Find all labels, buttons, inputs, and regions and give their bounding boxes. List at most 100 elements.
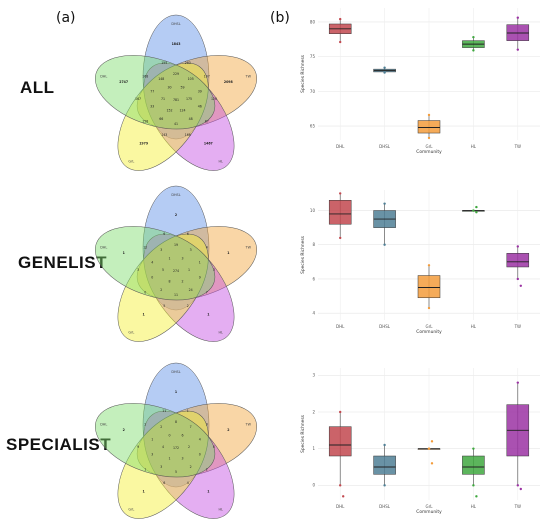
boxplot-specialist: 0 1 2 3 DHL DHSL GrL HL TW Community Species Richn… bbox=[300, 368, 540, 515]
venn-count: 3 bbox=[160, 465, 162, 469]
data-point bbox=[516, 277, 519, 281]
data-point bbox=[339, 236, 342, 240]
venn-set-ellipse bbox=[94, 226, 216, 301]
venn-count: 2 bbox=[188, 445, 190, 449]
venn-count: 3 bbox=[206, 423, 208, 427]
y-tick-label: 4 bbox=[312, 311, 315, 316]
venn-set-label: DHSL bbox=[171, 193, 180, 197]
x-tick-label: DHL bbox=[336, 144, 345, 149]
panel-label-b: (b) bbox=[270, 10, 290, 26]
outlier-point bbox=[519, 284, 522, 287]
venn-count: 6 bbox=[187, 232, 189, 236]
venn-count: 9 bbox=[199, 276, 201, 280]
venn-count: 7 bbox=[190, 425, 192, 429]
venn-count: 41 bbox=[174, 122, 178, 126]
y-axis-title: Species Richness bbox=[300, 414, 306, 453]
data-point bbox=[516, 381, 519, 384]
x-tick-label: DHL bbox=[336, 324, 345, 329]
venn-count: 148 bbox=[158, 77, 164, 81]
venn-count: 152 bbox=[166, 108, 172, 112]
box-GrL bbox=[417, 275, 441, 299]
venn-set-label: HL bbox=[218, 507, 223, 511]
venn-count: 19 bbox=[174, 243, 178, 247]
venn-count-unique: 2 bbox=[227, 428, 229, 432]
venn-count: 229 bbox=[173, 72, 179, 76]
venn-set-ellipse bbox=[94, 55, 216, 130]
venn-set-label: GrL bbox=[128, 330, 134, 334]
venn-set-ellipse bbox=[136, 226, 258, 301]
venn-count: 0 bbox=[199, 453, 201, 457]
venn-count-unique: 2 bbox=[175, 213, 177, 217]
venn-set-label: GrL bbox=[128, 159, 134, 163]
venn-count-unique: 1843 bbox=[172, 42, 181, 46]
venn-count-unique: 2098 bbox=[224, 80, 234, 84]
venn-count: 3 bbox=[181, 456, 183, 460]
venn-set-label: DHL bbox=[100, 246, 107, 250]
venn-set-ellipse bbox=[136, 55, 258, 130]
venn-count: 4 bbox=[206, 246, 208, 250]
venn-set-label: GrL bbox=[128, 507, 134, 511]
y-axis-title: Species Richness bbox=[300, 235, 306, 274]
x-tick-label: HL bbox=[471, 504, 477, 509]
venn-count: 3 bbox=[181, 257, 183, 261]
venn-count-unique: 2 bbox=[123, 428, 125, 432]
venn-count: 6 bbox=[181, 434, 183, 438]
boxplot-genelist: 4 6 8 10 DHL DHSL GrL HL TW Community Species Rich… bbox=[300, 190, 540, 335]
venn-count: 30 bbox=[167, 86, 171, 90]
venn-count: 39 bbox=[198, 89, 202, 93]
venn-count: 2 bbox=[206, 467, 208, 471]
x-tick-label: HL bbox=[471, 324, 477, 329]
data-point bbox=[427, 447, 431, 450]
data-point bbox=[427, 306, 431, 310]
venn-set-label: DHL bbox=[100, 75, 107, 79]
venn-count: 3 bbox=[137, 268, 139, 272]
venn-count: 168 bbox=[142, 75, 148, 79]
data-point bbox=[472, 209, 475, 212]
outlier-point bbox=[342, 495, 345, 498]
data-point bbox=[427, 264, 431, 267]
venn-count-center: 274 bbox=[173, 269, 179, 273]
venn-count: 1 bbox=[144, 467, 146, 471]
data-point bbox=[339, 192, 342, 195]
venn-count: 3 bbox=[151, 453, 153, 457]
venn-set-ellipse bbox=[143, 410, 235, 519]
venn-count: 5 bbox=[162, 268, 164, 272]
x-axis-title: Community bbox=[416, 509, 442, 515]
venn-count: 1 bbox=[168, 456, 170, 460]
venn-diagram-all: DHSL TW HL GrL DHL 1843 2098 1467 1979 2747 781 283… bbox=[94, 14, 258, 171]
data-point bbox=[472, 49, 475, 52]
row-label-specialist: SPECIALIST bbox=[6, 435, 111, 454]
outlier-point bbox=[475, 205, 478, 209]
venn-count: 87 bbox=[205, 119, 209, 123]
venn-set-ellipse bbox=[117, 233, 209, 342]
data-point bbox=[472, 484, 475, 487]
venn-count-unique: 1 bbox=[227, 251, 229, 255]
venn-count-center: 781 bbox=[173, 98, 179, 102]
venn-count: 124 bbox=[179, 108, 185, 112]
venn-set-ellipse bbox=[117, 62, 209, 171]
data-point bbox=[339, 410, 342, 414]
venn-count: 3 bbox=[190, 248, 192, 252]
venn-set-label: HL bbox=[218, 159, 223, 163]
venn-count: 66 bbox=[159, 117, 163, 121]
venn-count-center: 172 bbox=[173, 446, 179, 450]
boxplot-all: 65 70 75 80 DHL DHSL GrL HL TW Community Species R… bbox=[300, 8, 540, 155]
data-point bbox=[472, 447, 475, 450]
x-tick-label: GrL bbox=[426, 324, 434, 329]
venn-count: 155 bbox=[161, 61, 167, 65]
box-HL bbox=[462, 455, 485, 475]
venn-count: 24 bbox=[189, 288, 193, 292]
box-TW bbox=[506, 253, 530, 268]
venn-count: 1 bbox=[188, 268, 190, 272]
venn-count: 2 bbox=[160, 288, 162, 292]
venn-count: 3 bbox=[160, 248, 162, 252]
venn-count: 59 bbox=[180, 86, 184, 90]
venn-count: 8 bbox=[175, 420, 177, 424]
venn-diagram-specialist: DHSLTWHLGrLDHL12112172130246192117402533… bbox=[94, 362, 258, 519]
venn-count: 2 bbox=[181, 279, 183, 283]
venn-set-ellipse bbox=[142, 362, 210, 488]
venn-count: 48 bbox=[189, 117, 193, 121]
y-tick-label: 3 bbox=[312, 373, 315, 378]
venn-count: 1 bbox=[151, 437, 153, 441]
